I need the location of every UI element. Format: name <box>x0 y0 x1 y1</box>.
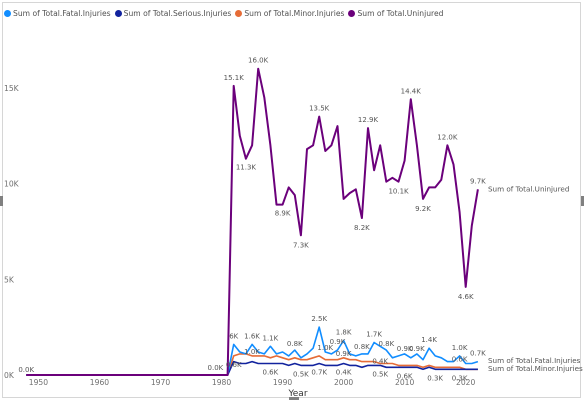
data-label: 9.7K <box>470 177 486 185</box>
data-label: 1.0K <box>317 344 333 352</box>
data-label: 1.4K <box>421 336 437 344</box>
data-label: 0.5K <box>293 370 309 378</box>
x-tick-label: 1960 <box>90 378 109 387</box>
legend-item-uninjured[interactable]: Sum of Total.Uninjured <box>348 9 443 18</box>
data-label: 0.0K <box>18 366 34 374</box>
series-end-label: Sum of Total.Minor.Injuries <box>488 364 583 373</box>
y-axis: 0K 5K 10K 15K <box>4 84 20 380</box>
series-line[interactable] <box>26 67 479 376</box>
x-tick-label: 2010 <box>395 378 414 387</box>
series-lines <box>26 67 479 376</box>
x-axis-title: Year <box>287 389 307 399</box>
data-label: 0.5K <box>372 370 388 378</box>
data-label: 4.6K <box>458 293 474 301</box>
data-label: 0.7K <box>311 369 327 377</box>
x-tick-label: 1980 <box>212 378 231 387</box>
data-label: 0.4K <box>372 357 388 365</box>
y-tick-label: 15K <box>4 84 20 93</box>
legend-label-uninjured: Sum of Total.Uninjured <box>357 8 444 18</box>
data-label: 1.1K <box>262 334 278 342</box>
data-label: 0.6K <box>226 361 242 369</box>
data-label: 0.3K <box>452 374 468 382</box>
data-label: 1.6K <box>244 332 260 340</box>
legend-item-minor[interactable]: Sum of Total.Minor.Injuries <box>235 9 344 18</box>
data-label: 14.4K <box>401 87 422 95</box>
series-line[interactable] <box>26 360 478 376</box>
data-label: 0.8K <box>378 340 394 348</box>
data-label: 0.6K <box>397 372 413 380</box>
data-label: 8.9K <box>275 210 291 218</box>
legend-label-serious: Sum of Total.Serious.Injuries <box>123 8 232 18</box>
x-tick-label: 2020 <box>456 378 475 387</box>
data-label: 0.9K <box>330 338 346 346</box>
legend-marker-serious <box>114 9 122 17</box>
legend-marker-fatal <box>4 9 11 17</box>
data-label: 13.5K <box>309 105 330 113</box>
data-label: 6K <box>229 332 238 340</box>
legend-item-fatal[interactable]: Sum of Total.Fatal.Injuries <box>4 9 111 18</box>
series-line[interactable] <box>26 326 479 376</box>
data-label: 1.7K <box>366 330 382 338</box>
data-label: 0.9K <box>397 345 413 353</box>
y-tick-label: 5K <box>4 275 15 284</box>
data-label: 0.4K <box>336 369 352 377</box>
data-label: 0.7K <box>470 350 486 358</box>
legend-marker-uninjured <box>348 9 356 17</box>
x-tick-label: 1950 <box>29 378 48 387</box>
resize-handle-left[interactable] <box>0 196 3 206</box>
x-tick-label: 2000 <box>334 378 353 387</box>
resize-handle-bottom[interactable] <box>289 397 299 400</box>
data-label: 0.0K <box>208 364 224 372</box>
data-label: 0.8K <box>354 343 370 351</box>
data-label: 15.1K <box>224 74 245 82</box>
series-end-label: Sum of Total.Fatal.Injuries <box>488 356 581 365</box>
visual-container <box>2 2 581 398</box>
data-label: 12.9K <box>358 116 379 124</box>
data-label: 0.9K <box>336 350 352 358</box>
resize-handle-right[interactable] <box>581 196 584 206</box>
data-label: 0.8K <box>287 340 303 348</box>
data-label: 16.0K <box>248 57 269 65</box>
legend-marker-minor <box>235 9 243 17</box>
x-tick-label: 1990 <box>273 378 292 387</box>
legend-item-serious[interactable]: Sum of Total.Serious.Injuries <box>114 8 232 18</box>
data-label: 11.3K <box>236 164 257 172</box>
data-label: 2.5K <box>311 315 327 323</box>
data-label: 1.0K <box>452 344 468 352</box>
legend-label-fatal: Sum of Total.Fatal.Injuries <box>13 8 111 18</box>
series-line[interactable] <box>26 353 478 376</box>
data-label: 8.2K <box>354 224 370 232</box>
legend-label-minor: Sum of Total.Minor.Injuries <box>244 8 345 18</box>
data-label: 0.6K <box>262 369 278 377</box>
y-tick-label: 0K <box>4 371 15 380</box>
data-label: 1.8K <box>336 329 352 337</box>
x-tick-label: 1970 <box>151 378 170 387</box>
data-label: 0.9K <box>409 345 425 353</box>
data-label: 10.1K <box>388 188 409 196</box>
data-label: 9.2K <box>415 205 431 213</box>
data-label: 12.0K <box>437 133 458 141</box>
data-label: 7.3K <box>293 241 309 249</box>
data-label: 0.3K <box>427 374 443 382</box>
data-label: 0.6K <box>452 356 468 364</box>
chart-legend: Sum of Total.Fatal.Injuries Sum of Total… <box>4 6 447 20</box>
data-label: 1.0K <box>244 348 260 356</box>
data-labels: 0.0K 0.0K 15.1K 11.3K 16.0K 8.9K 7.3K 13.5K 8.2K… <box>18 57 486 383</box>
y-tick-label: 10K <box>4 180 20 189</box>
x-axis: 1950 1960 1970 1980 1990 2000 2010 2020 <box>29 378 476 387</box>
series-end-label: Sum of Total.Uninjured <box>488 184 569 193</box>
